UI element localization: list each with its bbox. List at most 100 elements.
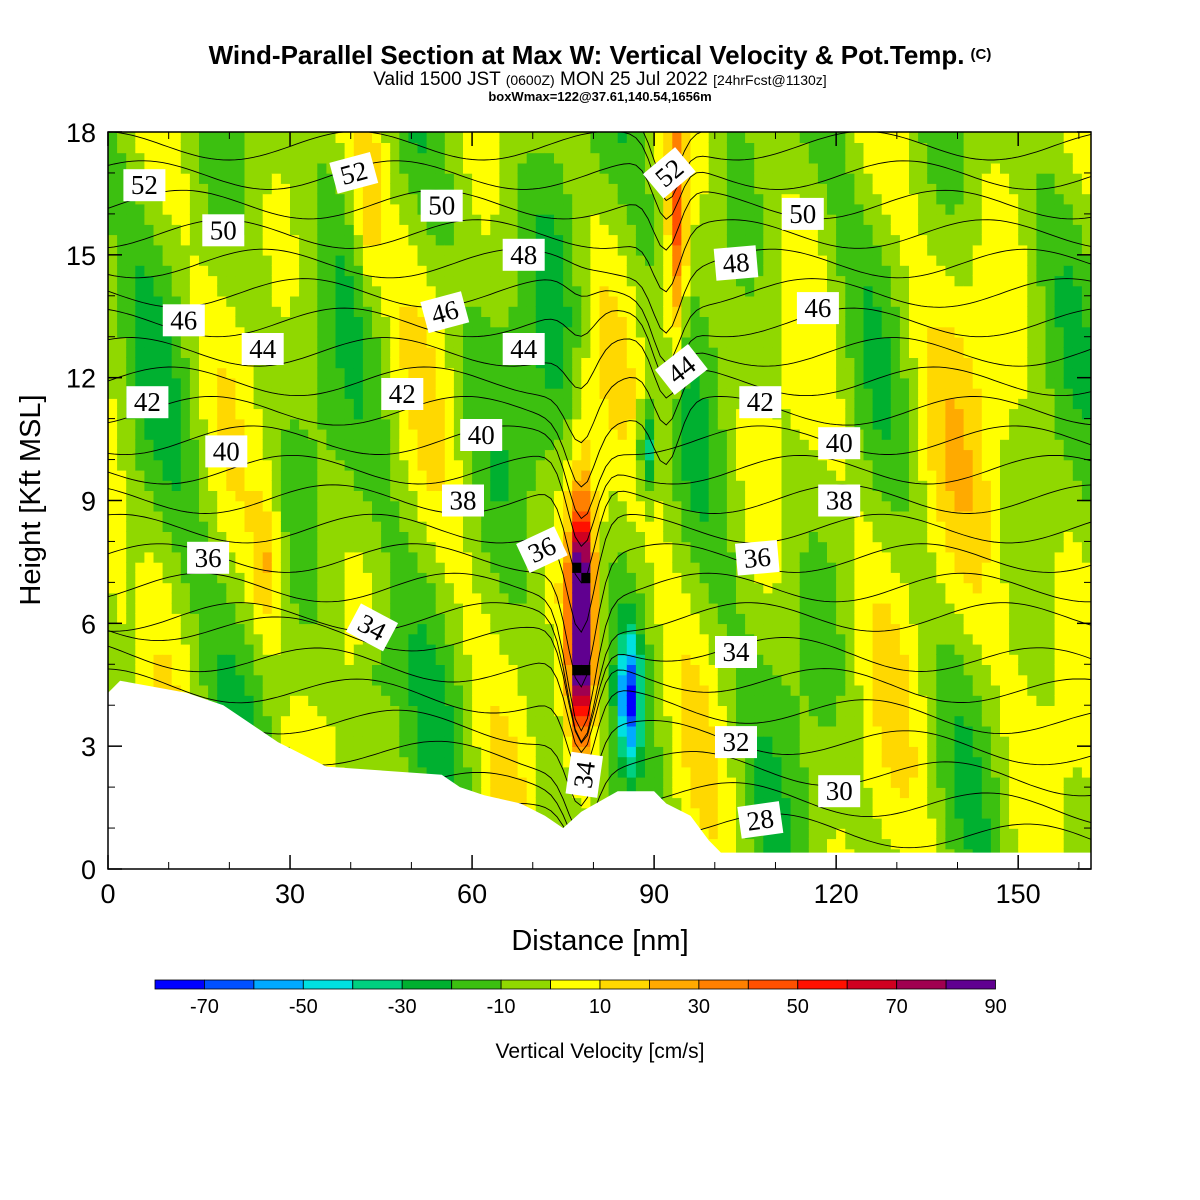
field-cell bbox=[526, 172, 537, 184]
field-cell bbox=[645, 357, 655, 369]
field-cell bbox=[399, 500, 410, 512]
field-cell bbox=[581, 234, 592, 246]
field-cell bbox=[299, 398, 309, 410]
field-cell bbox=[717, 132, 728, 143]
field-cell bbox=[235, 684, 246, 696]
field-cell bbox=[189, 224, 200, 236]
field-cell bbox=[262, 654, 273, 665]
field-cell bbox=[235, 551, 246, 563]
field-cell bbox=[417, 254, 428, 266]
field-cell bbox=[344, 735, 355, 747]
field-cell bbox=[299, 592, 309, 604]
field-cell bbox=[654, 531, 664, 543]
field-cell bbox=[490, 623, 501, 635]
field-cell bbox=[453, 172, 464, 184]
field-cell bbox=[117, 336, 127, 348]
field-cell bbox=[535, 316, 546, 328]
field-cell bbox=[372, 541, 382, 553]
field-cell bbox=[526, 500, 537, 512]
field-cell bbox=[189, 654, 200, 665]
field-cell bbox=[717, 142, 728, 154]
field-cell bbox=[672, 592, 683, 604]
field-cell bbox=[544, 316, 555, 328]
field-cell bbox=[299, 254, 309, 266]
field-cell bbox=[517, 572, 528, 584]
field-cell bbox=[290, 183, 300, 195]
field-cell bbox=[171, 531, 182, 543]
field-cell bbox=[435, 705, 446, 717]
field-cell bbox=[217, 254, 228, 266]
field-cell bbox=[153, 142, 164, 154]
field-cell bbox=[708, 480, 719, 491]
field-cell bbox=[617, 756, 628, 768]
field-cell bbox=[572, 725, 583, 737]
field-cell bbox=[353, 449, 364, 461]
field-cell bbox=[353, 510, 364, 522]
field-cell bbox=[544, 490, 555, 502]
field-cell bbox=[135, 572, 146, 584]
field-cell bbox=[326, 367, 337, 379]
field-cell bbox=[426, 531, 437, 543]
field-cell bbox=[335, 224, 346, 236]
field-cell bbox=[226, 408, 237, 420]
field-cell bbox=[463, 213, 473, 225]
field-cell bbox=[162, 142, 173, 154]
field-cell bbox=[208, 142, 218, 154]
field-cell bbox=[517, 776, 528, 788]
field-cell bbox=[435, 531, 446, 543]
field-cell bbox=[481, 162, 492, 174]
field-cell bbox=[226, 285, 237, 297]
field-cell bbox=[435, 623, 446, 635]
field-cell bbox=[635, 469, 646, 481]
field-cell bbox=[408, 357, 419, 369]
field-cell bbox=[435, 428, 446, 440]
field-cell bbox=[244, 428, 255, 440]
field-cell bbox=[626, 439, 637, 451]
field-cell bbox=[135, 152, 146, 164]
field-cell bbox=[144, 377, 155, 389]
field-cell bbox=[317, 684, 328, 696]
field-cell bbox=[590, 295, 601, 307]
field-cell bbox=[563, 582, 573, 594]
field-cell bbox=[608, 746, 619, 758]
field-cell bbox=[599, 684, 610, 696]
field-cell bbox=[344, 377, 355, 389]
field-cell bbox=[444, 357, 455, 369]
field-cell bbox=[381, 336, 391, 348]
field-cell bbox=[726, 428, 737, 440]
field-cell bbox=[326, 715, 337, 727]
field-cell bbox=[617, 428, 628, 440]
field-cell bbox=[590, 746, 601, 758]
field-cell bbox=[426, 285, 437, 297]
field-cell bbox=[226, 582, 237, 594]
field-cell bbox=[126, 254, 137, 266]
field-cell bbox=[135, 142, 146, 154]
field-cell bbox=[408, 510, 419, 522]
field-cell bbox=[435, 766, 446, 778]
field-cell bbox=[199, 684, 209, 696]
field-cell bbox=[581, 275, 592, 287]
field-cell bbox=[590, 725, 601, 737]
field-cell bbox=[563, 162, 573, 174]
field-cell bbox=[617, 203, 628, 215]
field-cell bbox=[690, 705, 701, 717]
field-cell bbox=[126, 572, 137, 584]
field-cell bbox=[599, 224, 610, 236]
field-cell bbox=[444, 541, 455, 553]
field-cell bbox=[362, 510, 373, 522]
field-cell bbox=[681, 193, 692, 205]
field-cell bbox=[399, 459, 410, 471]
field-cell bbox=[390, 561, 401, 573]
field-cell bbox=[608, 715, 619, 727]
field-cell bbox=[608, 756, 619, 768]
field-cell bbox=[335, 510, 346, 522]
field-cell bbox=[554, 295, 564, 307]
field-cell bbox=[490, 633, 501, 645]
field-cell bbox=[635, 674, 646, 686]
field-cell bbox=[690, 623, 701, 635]
field-cell bbox=[390, 756, 401, 768]
field-cell bbox=[617, 336, 628, 348]
field-cell bbox=[472, 295, 482, 307]
field-cell bbox=[117, 357, 127, 369]
field-cell bbox=[390, 285, 401, 297]
